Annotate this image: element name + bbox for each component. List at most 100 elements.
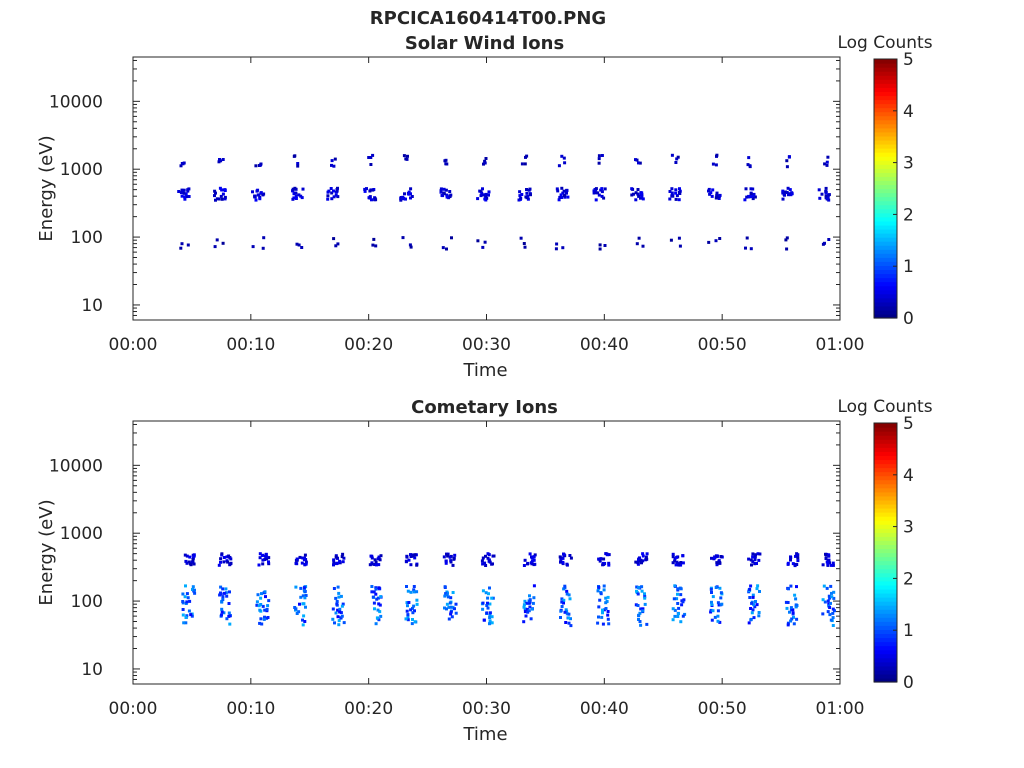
data-cell: [486, 556, 490, 560]
data-cell: [481, 193, 485, 197]
data-cell: [450, 615, 454, 619]
data-cell: [718, 561, 722, 564]
data-cell: [303, 620, 307, 623]
data-cell: [717, 195, 721, 199]
data-cell: [710, 556, 713, 560]
colorbar-segment: [874, 588, 897, 594]
data-cell: [605, 553, 609, 557]
data-cell: [193, 588, 196, 592]
data-cell: [564, 608, 568, 612]
data-cell: [568, 554, 572, 557]
data-cell: [443, 159, 447, 163]
data-cell: [439, 187, 443, 191]
data-cell: [796, 559, 800, 563]
colorbar-segment: [874, 212, 897, 218]
data-cell: [677, 612, 680, 616]
data-cell: [406, 615, 410, 619]
data-cell: [260, 592, 263, 596]
data-cell: [674, 197, 678, 201]
data-cell: [606, 610, 610, 613]
data-cell: [291, 197, 295, 201]
data-cell: [565, 592, 569, 596]
data-cell: [447, 617, 451, 621]
data-cell: [786, 601, 790, 604]
data-cell: [490, 596, 494, 600]
data-cell: [336, 608, 340, 612]
data-cell: [333, 621, 336, 625]
data-cell: [668, 190, 672, 193]
colorbar-segment: [874, 459, 897, 465]
colorbar-segment: [874, 491, 897, 497]
data-cell: [600, 194, 604, 198]
data-cell: [523, 245, 527, 249]
data-cell: [184, 602, 188, 605]
data-cell: [637, 613, 641, 617]
x-tick-label: 00:50: [698, 699, 747, 719]
data-cell: [266, 604, 270, 608]
colorbar-segment: [874, 584, 897, 590]
data-cell: [330, 191, 334, 195]
colorbar-segment: [874, 507, 897, 513]
data-cell: [560, 605, 564, 608]
colorbar-segment: [874, 233, 897, 238]
data-cell: [784, 600, 788, 604]
data-cell: [567, 621, 571, 625]
data-cell: [643, 602, 647, 606]
data-cell: [676, 602, 680, 605]
data-cell: [371, 595, 375, 599]
colorbar-segment: [874, 95, 897, 101]
colorbar-segment: [874, 281, 897, 287]
data-cell: [481, 245, 485, 249]
colorbar-segment: [874, 528, 897, 533]
data-cell: [679, 593, 683, 597]
data-cell: [443, 594, 447, 598]
data-cell: [749, 607, 753, 610]
data-cell: [794, 597, 798, 601]
data-cell: [409, 192, 412, 196]
data-cell: [831, 616, 835, 620]
data-cell: [261, 246, 265, 250]
data-cell: [488, 602, 492, 606]
data-cell: [827, 602, 831, 606]
data-cell: [225, 594, 229, 598]
data-cell: [596, 589, 600, 593]
data-cell: [379, 554, 383, 558]
data-cell: [752, 192, 756, 196]
data-cell: [229, 561, 233, 565]
colorbar-segment: [874, 293, 897, 299]
data-cell: [267, 560, 270, 564]
data-cell: [532, 584, 536, 588]
data-cell: [710, 618, 714, 622]
data-cell: [482, 618, 486, 622]
data-cell: [749, 247, 753, 251]
data-cell: [326, 190, 330, 194]
data-cell: [439, 189, 443, 193]
data-cell: [747, 621, 751, 625]
data-cell: [487, 193, 490, 197]
y-tick-label: 100: [71, 592, 103, 612]
data-cell: [714, 554, 718, 558]
data-cell: [258, 556, 262, 560]
data-cell: [561, 246, 565, 250]
data-cell: [188, 599, 192, 603]
colorbar-segment: [874, 180, 897, 186]
data-cell: [182, 188, 186, 192]
data-cell: [300, 561, 304, 565]
data-cell: [789, 619, 793, 623]
data-cell: [363, 187, 367, 191]
colorbar-segment: [874, 427, 897, 432]
data-cell: [833, 609, 836, 613]
data-cell: [192, 562, 196, 566]
data-cell: [755, 603, 759, 607]
data-cell: [483, 240, 487, 244]
data-cell: [785, 159, 789, 163]
data-cell: [638, 611, 642, 615]
data-cell: [298, 602, 301, 606]
data-cell: [453, 607, 456, 611]
data-cell: [637, 618, 640, 621]
x-tick-label: 00:30: [462, 699, 511, 719]
data-cell: [675, 157, 679, 161]
colorbar-segment: [874, 479, 897, 485]
data-cell: [220, 600, 224, 604]
data-cell: [409, 608, 413, 612]
